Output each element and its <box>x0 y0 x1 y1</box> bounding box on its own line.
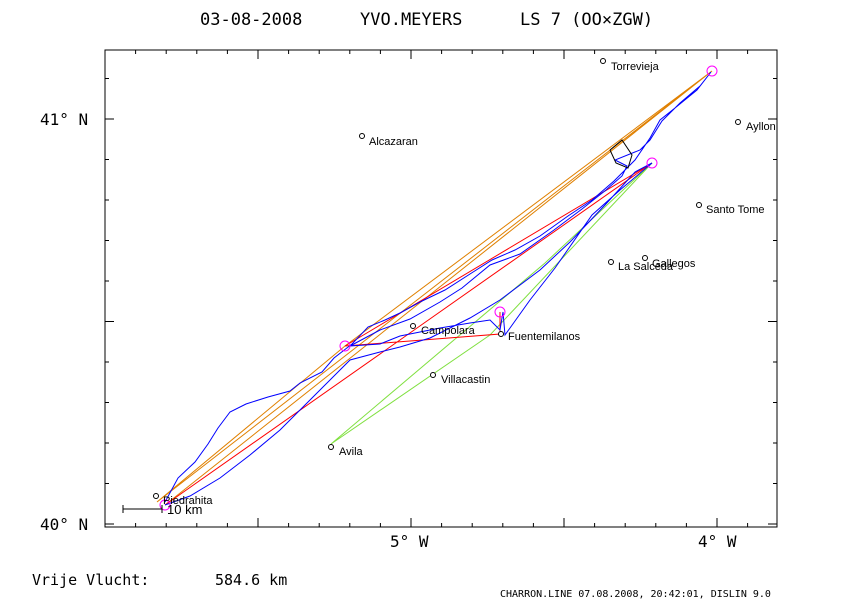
alt-route-line <box>330 162 653 445</box>
optimized-route-line <box>156 70 713 506</box>
turnpoints <box>159 65 718 511</box>
scale-bar-label: 10 km <box>167 502 202 517</box>
town-dot <box>410 323 416 329</box>
town-dot <box>696 202 702 208</box>
lon-label-5w: 5° W <box>390 532 429 551</box>
glider-type: LS 7 (OO×ZGW) <box>520 10 653 30</box>
town-dot <box>608 259 614 265</box>
town-label: Piedrahita <box>163 495 213 507</box>
town-label: Alcazaran <box>369 136 418 148</box>
town-label: Gallegos <box>652 258 696 270</box>
turnpoint-marker <box>646 157 658 169</box>
climb-track-segment <box>609 139 633 169</box>
flight-track <box>164 71 712 506</box>
lat-label-41: 41° N <box>40 110 88 129</box>
town-label: La Salceda <box>618 261 674 273</box>
town-dot <box>359 133 365 139</box>
town-label: Torrevieja <box>611 61 660 73</box>
town-dot <box>735 119 741 125</box>
turnpoint-marker <box>494 306 506 318</box>
town-label: Santo Tome <box>706 204 765 216</box>
pilot-name: YVO.MEYERS <box>360 10 462 30</box>
distance-value: 584.6 km <box>215 571 287 589</box>
town-dot <box>600 58 606 64</box>
turnpoint-marker <box>159 499 171 511</box>
turnpoint-marker <box>706 65 718 77</box>
town-dot <box>642 255 648 261</box>
town-dot <box>328 444 334 450</box>
town-label: Ayllon <box>746 121 776 133</box>
distance-label: Vrije Vlucht: <box>32 571 149 589</box>
lat-label-40: 40° N <box>40 515 88 534</box>
town-label: Villacastin <box>441 374 490 386</box>
town-markers: Torrevieja Ayllon Alcazaran Santo Tome G… <box>153 58 776 507</box>
scale-bar: 10 km <box>122 502 202 517</box>
task-route-line <box>164 162 653 506</box>
flight-date: 03-08-2008 <box>200 10 302 30</box>
render-stamp: CHARRON.LINE 07.08.2008, 20:42:01, DISLI… <box>500 589 771 600</box>
lon-label-4w: 4° W <box>698 532 737 551</box>
turnpoint-marker <box>339 340 351 352</box>
town-dot <box>153 493 159 499</box>
town-label: Fuentemilanos <box>508 331 581 343</box>
town-dot <box>430 372 436 378</box>
town-dot <box>498 331 504 337</box>
axis-ticks <box>104 50 777 527</box>
town-label: Avila <box>339 446 364 458</box>
map-frame <box>104 49 778 528</box>
town-label: Campolara <box>421 325 476 337</box>
